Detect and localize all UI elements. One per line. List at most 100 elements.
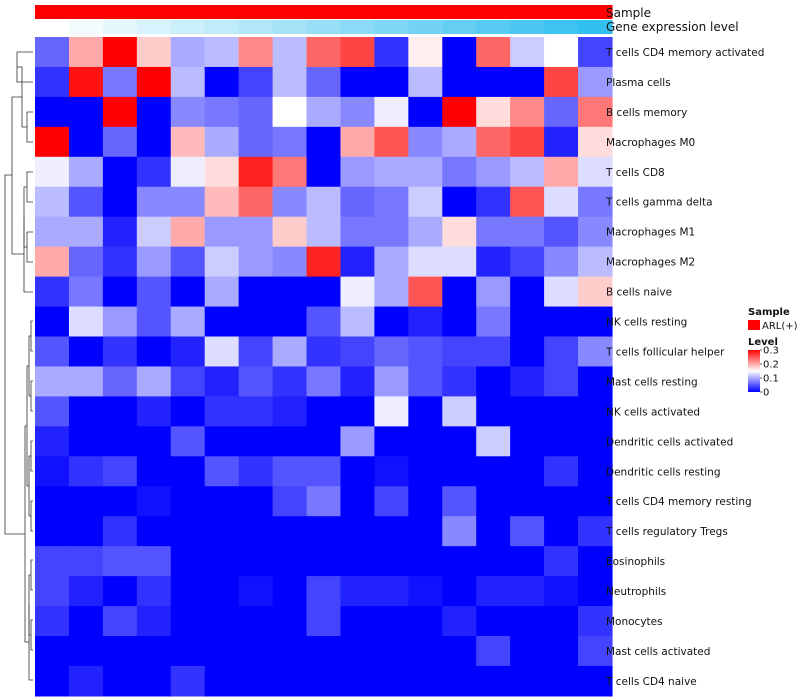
- heatmap-cell: [476, 576, 511, 607]
- heatmap-cell: [204, 636, 240, 667]
- heatmap-cell: [544, 216, 579, 248]
- heatmap-cell: [238, 456, 274, 487]
- row-label: Neutrophils: [606, 586, 666, 598]
- row-dendrogram: [4, 51, 33, 681]
- heatmap-cell: [578, 606, 613, 637]
- heatmap-cell: [204, 546, 240, 577]
- sample-annotation-cell: [35, 5, 70, 19]
- heatmap-cell: [306, 306, 342, 338]
- heatmap-cell: [510, 396, 545, 427]
- heatmap-cell: [340, 156, 375, 188]
- heatmap-cell: [544, 306, 579, 338]
- heatmap-cell: [306, 426, 342, 457]
- heatmap-cell: [238, 606, 274, 637]
- heatmap-cell: [374, 336, 409, 368]
- heatmap-cell: [374, 665, 409, 697]
- heatmap-cell: [306, 37, 342, 68]
- heatmap-cell: [102, 66, 138, 98]
- gene-expression-annotation-cell: [340, 20, 375, 34]
- heatmap-cell: [238, 216, 274, 248]
- heatmap-cell: [204, 156, 240, 188]
- heatmap-cell: [510, 96, 545, 128]
- heatmap-cell: [136, 546, 172, 577]
- heatmap-cell: [578, 636, 613, 667]
- heatmap-cell: [544, 66, 579, 98]
- heatmap-cell: [544, 636, 579, 667]
- heatmap-cell: [374, 426, 409, 457]
- heatmap-cell: [204, 606, 240, 637]
- heatmap-cell: [476, 665, 511, 697]
- sample-annotation-cell: [544, 5, 579, 19]
- heatmap-cell: [578, 456, 613, 487]
- heatmap-cell: [272, 366, 308, 397]
- heatmap-cell: [374, 516, 409, 547]
- legend-sample-entry: ARL(+): [762, 321, 798, 332]
- heatmap-cell: [340, 126, 375, 158]
- heatmap-cell: [102, 456, 138, 487]
- heatmap-cell: [35, 66, 70, 98]
- heatmap-cell: [136, 665, 172, 697]
- heatmap-cell: [272, 216, 308, 248]
- heatmap-cell: [272, 546, 308, 577]
- heatmap-cell: [238, 126, 274, 158]
- heatmap-cell: [306, 516, 342, 547]
- gene-expression-annotation-cell: [510, 20, 545, 34]
- heatmap-cell: [476, 426, 511, 457]
- gene-expression-annotation-cell: [204, 20, 240, 34]
- gene-expression-annotation-cell: [272, 20, 308, 34]
- heatmap-cell: [544, 96, 579, 128]
- heatmap-cell: [374, 216, 409, 248]
- heatmap-cell: [136, 126, 172, 158]
- heatmap-cell: [170, 426, 206, 457]
- heatmap-cell: [68, 396, 104, 427]
- heatmap-cell: [136, 576, 172, 607]
- heatmap-cell: [340, 276, 375, 308]
- heatmap-cell: [578, 246, 613, 278]
- heatmap-cell: [68, 665, 104, 697]
- heatmap-cell: [340, 186, 375, 218]
- row-labels: T cells CD4 memory activated Plasma cells…: [605, 47, 764, 688]
- heatmap-cell: [408, 486, 443, 517]
- heatmap-cell: [35, 186, 70, 218]
- heatmap-cell: [170, 636, 206, 667]
- legend-sample-swatch: [748, 320, 760, 330]
- heatmap-cell: [170, 126, 206, 158]
- heatmap-cell: [408, 516, 443, 547]
- gene-expression-annotation-cell: [306, 20, 342, 34]
- heatmap-cell: [68, 636, 104, 667]
- heatmap-cell: [204, 246, 240, 278]
- heatmap-cell: [476, 276, 511, 308]
- row-label: T cells gamma delta: [605, 197, 713, 209]
- heatmap-cell: [374, 37, 409, 68]
- heatmap-cell: [272, 246, 308, 278]
- heatmap-cell: [204, 456, 240, 487]
- heatmap-cell: [204, 306, 240, 338]
- heatmap-cell: [476, 516, 511, 547]
- row-label: B cells naive: [606, 287, 672, 299]
- heatmap-cell: [306, 336, 342, 368]
- heatmap-cell: [408, 126, 443, 158]
- heatmap-cell: [578, 546, 613, 577]
- heatmap-cell: [442, 516, 477, 547]
- gene-expression-annotation-bar: [35, 20, 613, 34]
- row-label: T cells CD4 memory resting: [605, 496, 752, 508]
- heatmap-cell: [442, 186, 477, 218]
- heatmap-cell: [102, 156, 138, 188]
- heatmap-cell: [306, 96, 342, 128]
- heatmap-cell: [544, 665, 579, 697]
- heatmap-cell: [340, 96, 375, 128]
- gene-expression-annotation-cell: [68, 20, 104, 34]
- sample-annotation-cell: [340, 5, 375, 19]
- heatmap-cell: [68, 186, 104, 218]
- heatmap-cell: [408, 456, 443, 487]
- heatmap-cell: [374, 126, 409, 158]
- heatmap-cell: [136, 276, 172, 308]
- row-label: Monocytes: [606, 616, 663, 628]
- sample-annotation-cell: [136, 5, 172, 19]
- heatmap-cell: [102, 216, 138, 248]
- heatmap-cell: [306, 156, 342, 188]
- legend-sample-title: Sample: [748, 307, 790, 318]
- heatmap-cell: [340, 246, 375, 278]
- heatmap-cell: [102, 396, 138, 427]
- heatmap-cell: [442, 576, 477, 607]
